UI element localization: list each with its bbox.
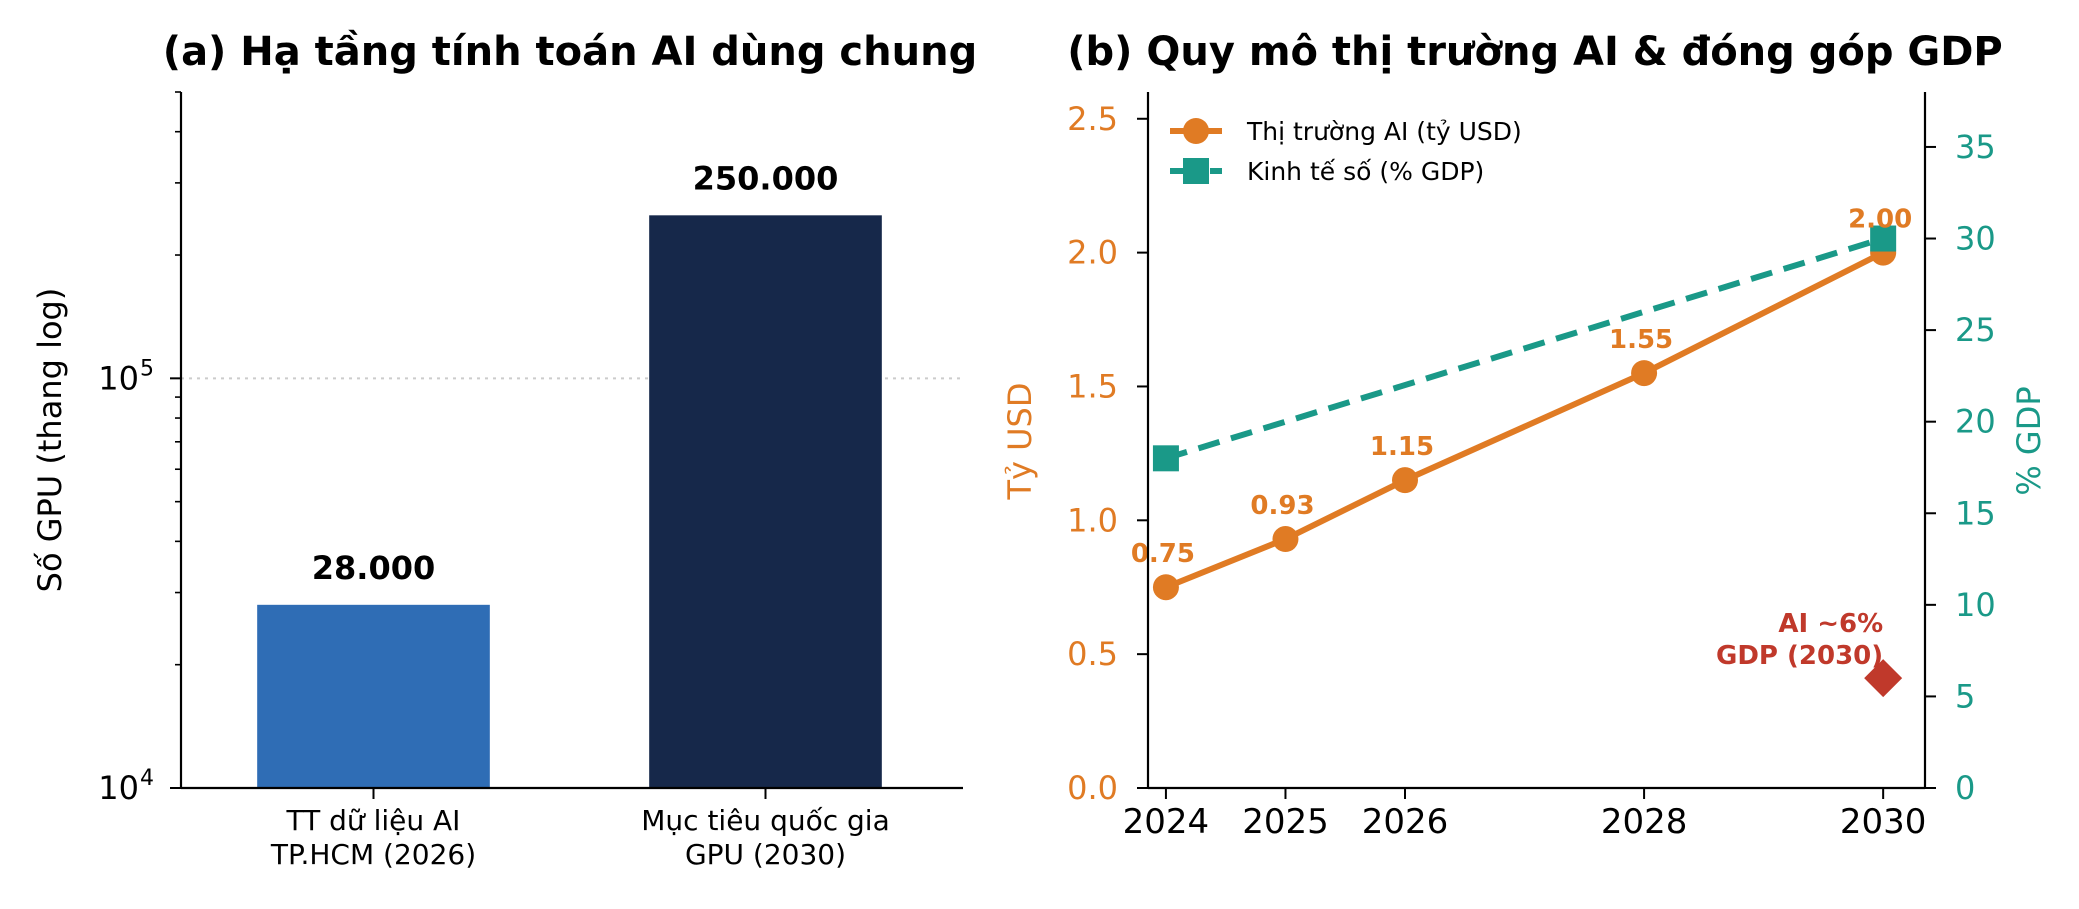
left-y-tick-label-1: 0.0 [1067, 769, 1118, 807]
left-y-tick-label-3: 1.0 [1067, 501, 1118, 539]
series-1-point-3 [1392, 467, 1419, 494]
left-y-tick-label-2: 0.5 [1067, 635, 1118, 673]
series-1-value-label-3: 1.15 [1370, 432, 1434, 462]
right-y-tick-label-5: 20 [1955, 403, 1996, 441]
bar-1 [257, 604, 490, 788]
bar-2 [649, 215, 882, 788]
panel-b-value-labels: 0.75 0.93 1.15 1.55 2.00 [1131, 205, 1912, 570]
panel-b-left-y-axis-label: Tỷ USD [1001, 382, 1039, 500]
right-y-tick-label-6: 25 [1955, 311, 1996, 349]
x-tick-label-1-line-2: TP.HCM (2026) [270, 838, 476, 871]
panel-b-x-ticks: 2024 2025 2026 2028 2030 [1123, 788, 1927, 842]
legend-marker-2 [1183, 158, 1209, 184]
series-1-value-label-4: 1.55 [1609, 325, 1673, 355]
right-y-tick-label-4: 15 [1955, 494, 1996, 532]
x-tick-label-1: 2024 [1123, 802, 1210, 842]
panel-b-title: (b) Quy mô thị trường AI & đóng góp GDP [1067, 29, 2003, 75]
legend-label-1: Thị trường AI (tỷ USD) [1246, 117, 1522, 146]
panel-b-right-y-axis-label: % GDP [2010, 386, 2048, 495]
y-tick-label-2: 10 [98, 359, 139, 397]
bar-value-label-1: 28.000 [312, 549, 435, 587]
left-y-tick-label-6: 2.5 [1067, 100, 1118, 138]
y-tick-label-1: 10 [98, 769, 139, 807]
panel-b-line-chart: (b) Quy mô thị trường AI & đóng góp GDP … [1001, 29, 2048, 842]
annotation-diamond-marker [1864, 659, 1903, 698]
x-tick-label-2-line-1: Mục tiêu quốc gia [641, 804, 890, 837]
panel-b-legend: Thị trường AI (tỷ USD) Kinh tế số (% GDP) [1170, 117, 1522, 186]
x-tick-label-1-line-1: TT dữ liệu AI [286, 804, 461, 837]
series-1-value-label-2: 0.93 [1250, 491, 1314, 521]
right-y-tick-label-7: 30 [1955, 220, 1996, 258]
panel-a-title: (a) Hạ tầng tính toán AI dùng chung [163, 29, 977, 75]
series-line-2 [1165, 235, 1885, 462]
x-tick-label-5: 2030 [1840, 802, 1927, 842]
annotation-label-line-1: AI ~6% [1778, 609, 1883, 639]
annotation-label-line-2: GDP (2030) [1716, 641, 1883, 671]
series-2-point-2 [1870, 225, 1897, 252]
right-y-tick-label-1: 0 [1955, 769, 1975, 807]
left-y-tick-label-5: 2.0 [1067, 234, 1118, 272]
x-tick-label-3: 2026 [1362, 802, 1449, 842]
y-tick-exponent-1: 4 [140, 766, 154, 791]
panel-a-bars [257, 215, 882, 788]
x-tick-label-2-line-2: GPU (2030) [685, 838, 846, 871]
series-1-point-4 [1631, 360, 1658, 387]
bar-value-label-2: 250.000 [693, 159, 839, 197]
right-y-tick-label-8: 35 [1955, 128, 1996, 166]
panel-b-annotation: AI ~6%GDP (2030) [1716, 609, 1903, 698]
series-1-value-label-1: 0.75 [1131, 539, 1195, 569]
x-tick-label-2: 2025 [1242, 802, 1329, 842]
series-1-point-2 [1272, 526, 1299, 553]
panel-b-markers [1152, 225, 1897, 601]
series-1-value-label-5: 2.00 [1848, 205, 1912, 235]
series-1-point-1 [1152, 574, 1179, 601]
x-tick-label-4: 2028 [1601, 802, 1688, 842]
panel-b-left-y-ticks: 0.0 0.5 1.0 1.5 2.0 2.5 [1067, 100, 1148, 807]
legend-marker-1 [1183, 118, 1209, 144]
panel-a-value-labels: 28.000 250.000 [312, 159, 839, 586]
panel-b-right-y-ticks: 0 5 10 15 20 25 30 35 [1925, 128, 1996, 807]
series-2-point-1 [1152, 445, 1179, 472]
y-tick-exponent-2: 5 [140, 356, 154, 381]
panel-a-bar-chart: (a) Hạ tầng tính toán AI dùng chung 28.0… [31, 29, 977, 871]
right-y-tick-label-2: 5 [1955, 677, 1975, 715]
panel-a-y-axis-label: Số GPU (thang log) [31, 288, 69, 593]
legend-label-2: Kinh tế số (% GDP) [1247, 157, 1484, 186]
right-y-tick-label-3: 10 [1955, 586, 1996, 624]
left-y-tick-label-4: 1.5 [1067, 367, 1118, 405]
